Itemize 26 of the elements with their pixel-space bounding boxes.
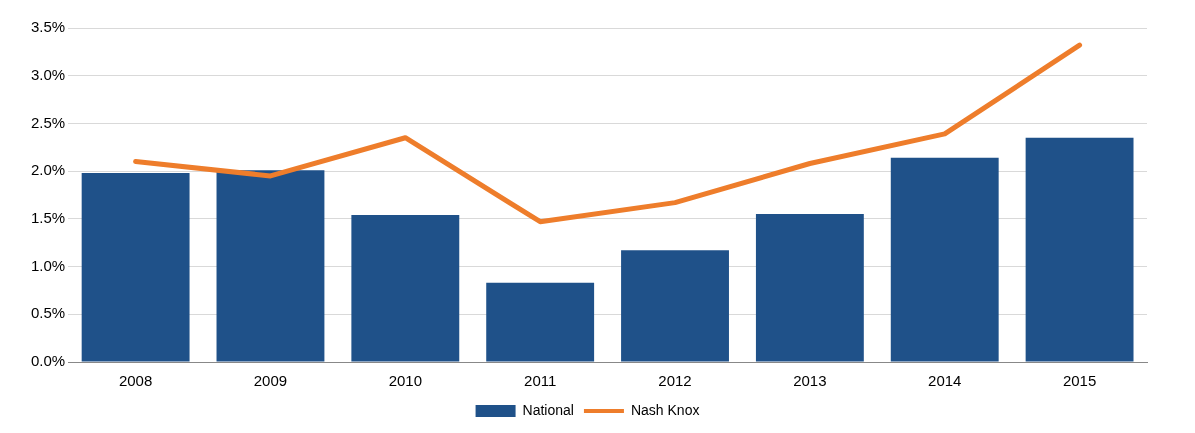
bar xyxy=(1025,137,1134,362)
legend-label: Nash Knox xyxy=(630,401,700,418)
x-tick-label: 2008 xyxy=(118,372,153,390)
y-tick-label: 0.0% xyxy=(30,352,66,370)
bar xyxy=(755,214,864,362)
bar xyxy=(890,157,999,362)
bar xyxy=(486,282,595,362)
bar xyxy=(351,215,460,362)
x-tick-label: 2012 xyxy=(658,372,692,390)
x-tick-label: 2011 xyxy=(524,372,557,390)
bar xyxy=(216,170,325,362)
x-tick-label: 2010 xyxy=(388,372,423,390)
bar xyxy=(81,173,190,362)
y-tick-label: 3.5% xyxy=(30,18,66,36)
y-tick-label: 0.5% xyxy=(30,304,66,322)
y-tick-label: 1.0% xyxy=(30,256,66,274)
legend-label: National xyxy=(522,401,574,418)
x-tick-label: 2015 xyxy=(1062,372,1097,390)
x-tick-label: 2014 xyxy=(928,372,962,390)
y-tick-label: 3.0% xyxy=(30,65,66,83)
y-tick-label: 2.0% xyxy=(30,161,66,179)
x-tick-label: 2013 xyxy=(793,372,827,390)
y-tick-label: 2.5% xyxy=(30,113,66,131)
bar xyxy=(621,250,729,362)
y-tick-label: 1.5% xyxy=(30,209,66,226)
x-tick-label: 2009 xyxy=(253,372,288,390)
